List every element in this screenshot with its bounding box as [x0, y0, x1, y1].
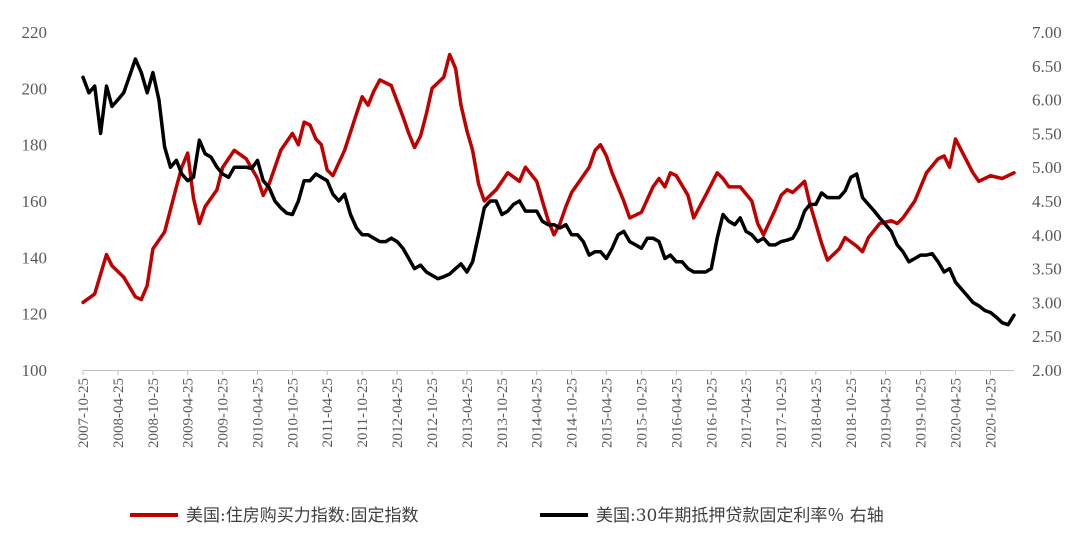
legend-label: 美国:30年期抵押贷款固定利率％ 右轴	[596, 506, 884, 526]
y-left-tick-label: 140	[22, 248, 48, 267]
y-right-tick-label: 2.00	[1032, 361, 1062, 380]
x-tick-label: 2008-10-25	[146, 378, 162, 448]
x-tick-label: 2015-04-25	[599, 378, 615, 448]
x-tick-label: 2017-04-25	[739, 378, 755, 448]
x-tick-label: 2009-10-25	[216, 378, 232, 448]
x-tick-label: 2018-10-25	[844, 378, 860, 448]
x-tick-label: 2016-10-25	[704, 378, 720, 448]
chart-series	[81, 52, 1016, 327]
series-line-mortgage-rate	[81, 57, 1016, 327]
y-left-tick-label: 180	[22, 136, 48, 155]
y-right-tick-label: 7.00	[1032, 23, 1062, 42]
legend-label: 美国:住房购买力指数:固定指数	[186, 506, 418, 526]
x-tick-label: 2010-04-25	[250, 378, 266, 448]
x-tick-label: 2011-10-25	[355, 378, 371, 447]
x-tick-label: 2007-10-25	[76, 378, 92, 448]
x-tick-label: 2019-04-25	[879, 378, 895, 448]
x-tick-label: 2017-10-25	[774, 378, 790, 448]
x-tick-label: 2015-10-25	[634, 378, 650, 448]
y-left-tick-label: 100	[22, 361, 48, 380]
y-left-tick-label: 200	[22, 79, 48, 98]
x-tick-label: 2014-04-25	[530, 378, 546, 448]
y-right-tick-label: 5.00	[1032, 158, 1062, 177]
x-tick-label: 2012-10-25	[425, 378, 441, 448]
chart-legend: 美国:住房购买力指数:固定指数 美国:30年期抵押贷款固定利率％ 右轴	[130, 506, 884, 526]
y-left-tick-label: 160	[22, 192, 48, 211]
x-tick-label: 2014-10-25	[565, 378, 581, 448]
series-line-affordability	[81, 52, 1016, 305]
y-right-tick-label: 3.50	[1032, 260, 1062, 279]
x-tick-label: 2020-04-25	[949, 378, 965, 448]
x-tick-label: 2010-10-25	[285, 378, 301, 448]
y-right-tick-label: 4.00	[1032, 226, 1062, 245]
x-tick-label: 2019-10-25	[914, 378, 930, 448]
y-right-tick-label: 2.50	[1032, 327, 1062, 346]
x-tick-label: 2018-04-25	[809, 378, 825, 448]
y-right-tick-label: 4.50	[1032, 192, 1062, 211]
x-tick-label: 2008-04-25	[111, 378, 127, 448]
x-tick-label: 2020-10-25	[983, 378, 999, 448]
y-right-tick-label: 3.00	[1032, 293, 1062, 312]
x-tick-label: 2016-04-25	[669, 378, 685, 448]
x-tick-label: 2013-10-25	[495, 378, 511, 448]
y-left-tick-label: 120	[22, 305, 48, 324]
y-right-tick-label: 5.50	[1032, 124, 1062, 143]
y-right-tick-label: 6.00	[1032, 91, 1062, 110]
x-tick-label: 2013-04-25	[460, 378, 476, 448]
y-left-tick-label: 220	[22, 23, 48, 42]
chart-axes: 100 120 140 160 180 200 220 2.00 2.50 3.00 3.50 4.0…	[22, 23, 1062, 448]
x-tick-label: 2011-04-25	[320, 378, 336, 447]
y-right-tick-label: 6.50	[1032, 57, 1062, 76]
x-tick-label: 2012-04-25	[390, 378, 406, 448]
x-tick-label: 2009-04-25	[181, 378, 197, 448]
